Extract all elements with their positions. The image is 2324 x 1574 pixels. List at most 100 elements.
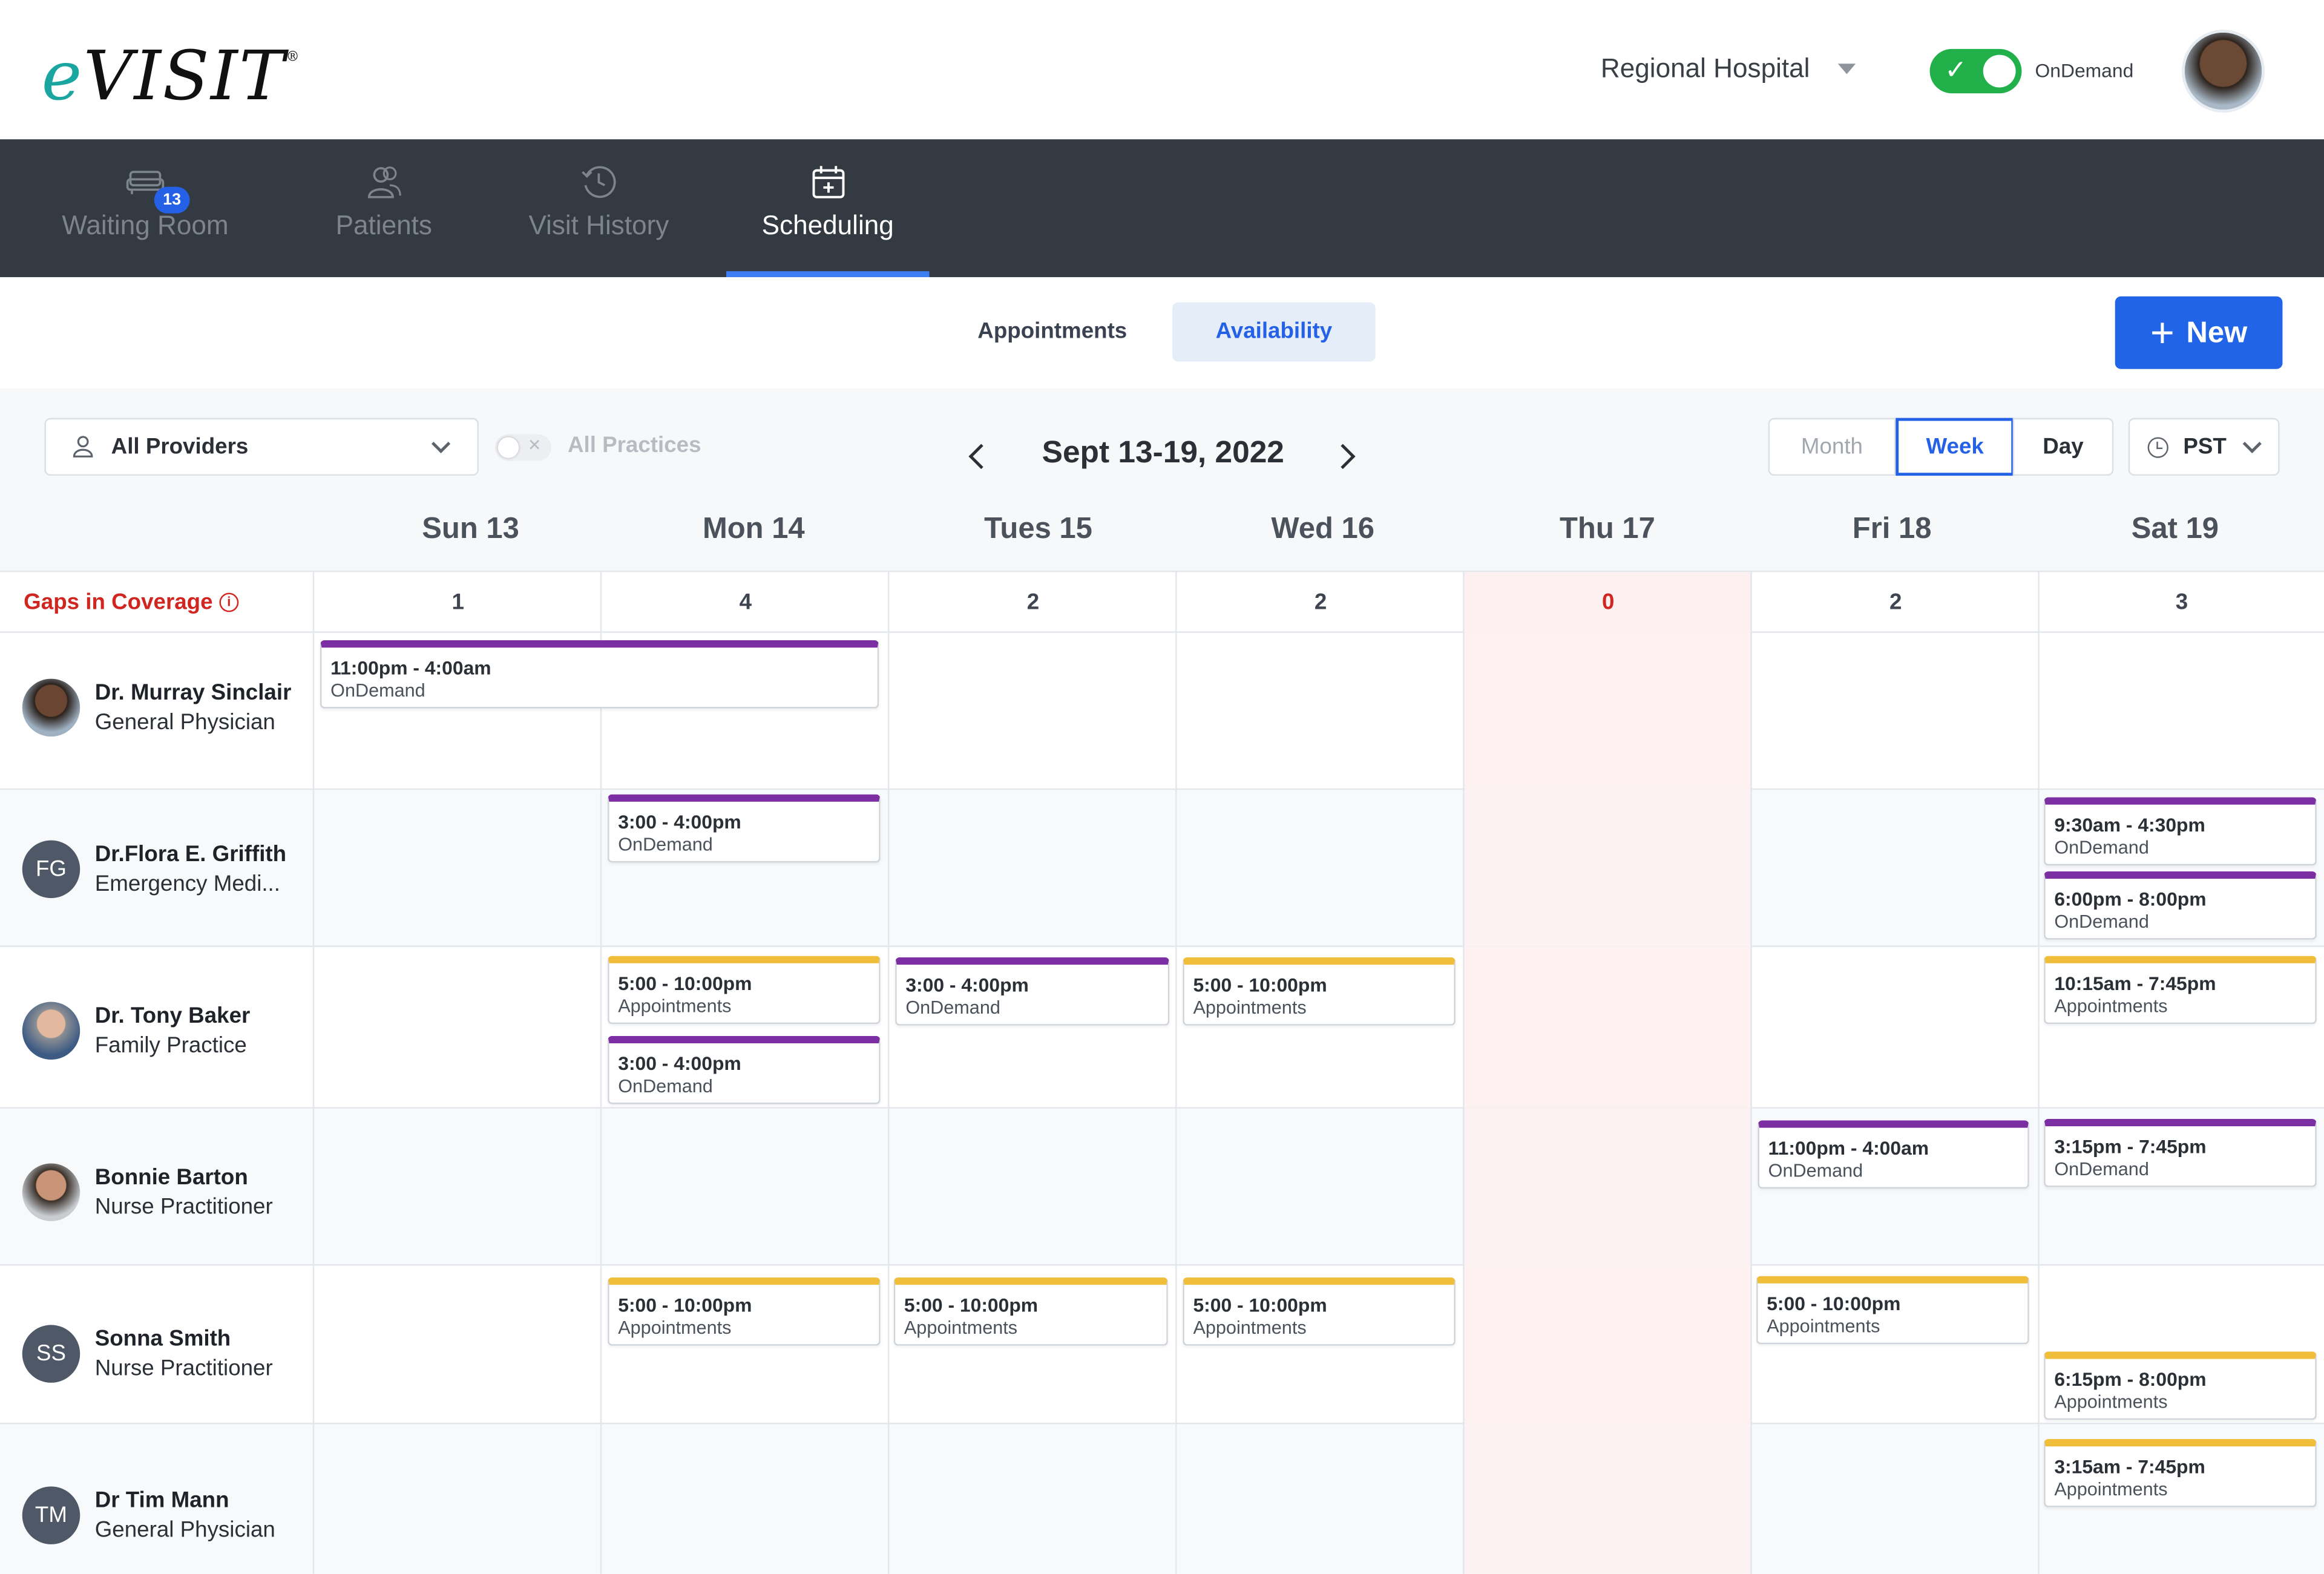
provider-name: Dr Tim Mann <box>94 1487 229 1513</box>
tab-appointments[interactable]: Appointments <box>977 318 1128 344</box>
provider-row: Dr. Murray Sinclair General Physician <box>0 633 2324 790</box>
day-header: Mon 14 <box>702 513 805 546</box>
gap-count: 4 <box>739 589 752 615</box>
block-kind: Appointments <box>618 995 732 1017</box>
sub-tab-bar: Appointments Availability + New <box>0 277 2324 389</box>
availability-block[interactable]: 5:00 - 10:00pm Appointments <box>893 1277 1168 1346</box>
availability-grid: Dr. Murray Sinclair General Physician FG… <box>0 570 2324 1574</box>
avatar: TM <box>22 1486 80 1544</box>
timezone-value: PST <box>2183 434 2227 460</box>
availability-block[interactable]: 5:00 - 10:00pm Appointments <box>608 956 881 1025</box>
nav-label: Scheduling <box>761 210 894 240</box>
avatar: SS <box>22 1325 80 1383</box>
provider-row: SS Sonna Smith Nurse Practitioner <box>0 1265 2324 1425</box>
availability-block[interactable]: 3:00 - 4:00pm OnDemand <box>895 957 1170 1026</box>
caret-down-icon[interactable] <box>1837 64 1856 74</box>
block-kind: Appointments <box>1193 997 1307 1018</box>
evisit-logo[interactable]: eVISIT® <box>41 35 301 116</box>
nav-label: Patients <box>335 210 432 240</box>
provider-name: Bonnie Barton <box>94 1164 248 1190</box>
availability-block[interactable]: 3:00 - 4:00pm OnDemand <box>608 1035 881 1104</box>
block-time: 3:00 - 4:00pm <box>618 1052 741 1075</box>
filter-bar: All Providers ✕ All Practices Sept 13-19… <box>0 388 2324 571</box>
nav-label: Visit History <box>528 210 669 240</box>
info-icon[interactable]: i <box>219 592 239 612</box>
prev-week-arrow-icon[interactable] <box>968 444 994 470</box>
availability-block[interactable]: 6:00pm - 8:00pm OnDemand <box>2044 871 2317 940</box>
avatar: FG <box>22 840 80 899</box>
user-avatar[interactable] <box>2181 29 2265 113</box>
block-kind: Appointments <box>1193 1317 1307 1339</box>
block-time: 5:00 - 10:00pm <box>618 1293 752 1316</box>
column-divider <box>600 570 602 1574</box>
block-time: 5:00 - 10:00pm <box>1767 1292 1901 1315</box>
day-header: Wed 16 <box>1271 513 1375 546</box>
availability-block[interactable]: 5:00 - 10:00pm Appointments <box>1756 1276 2029 1345</box>
view-day-button[interactable]: Day <box>2012 418 2114 476</box>
column-divider <box>312 570 315 1574</box>
nav-label: Waiting Room <box>62 210 229 240</box>
calendar-plus-icon <box>812 166 844 198</box>
block-kind: OnDemand <box>330 680 425 701</box>
block-kind: Appointments <box>1767 1316 1880 1337</box>
ondemand-toggle[interactable]: ✓ <box>1929 48 2022 94</box>
chevron-down-icon <box>431 434 451 454</box>
block-time: 6:00pm - 8:00pm <box>2054 887 2207 910</box>
availability-block[interactable]: 9:30am - 4:30pm OnDemand <box>2044 797 2317 866</box>
provider-role: General Physician <box>94 710 275 735</box>
availability-block[interactable]: 3:15am - 7:45pm Appointments <box>2044 1438 2317 1507</box>
all-practices-label: All Practices <box>567 433 701 458</box>
block-time: 3:15am - 7:45pm <box>2054 1455 2205 1478</box>
availability-block[interactable]: 6:15pm - 8:00pm Appointments <box>2044 1351 2317 1420</box>
plus-icon: + <box>2150 309 2175 356</box>
nav-waiting-room[interactable]: Waiting Room <box>44 139 246 277</box>
block-kind: Appointments <box>618 1317 732 1339</box>
block-kind: OnDemand <box>2054 911 2149 933</box>
date-range: Sept 13-19, 2022 <box>1042 436 1284 470</box>
provider-role: Emergency Medi... <box>94 871 280 897</box>
block-kind: OnDemand <box>905 997 1000 1018</box>
gap-count: 0 <box>1464 572 1752 633</box>
all-practices-toggle[interactable]: ✕ <box>494 434 552 461</box>
provider-role: General Physician <box>94 1517 275 1543</box>
availability-block[interactable]: 5:00 - 10:00pm Appointments <box>608 1277 881 1346</box>
block-kind: OnDemand <box>2054 837 2149 858</box>
block-time: 3:15pm - 7:45pm <box>2054 1135 2207 1158</box>
day-header: Fri 18 <box>1852 513 1932 546</box>
block-time: 3:00 - 4:00pm <box>905 973 1029 996</box>
availability-block[interactable]: 3:15pm - 7:45pm OnDemand <box>2044 1118 2317 1187</box>
tab-availability[interactable]: Availability <box>1172 302 1376 362</box>
block-time: 11:00pm - 4:00am <box>1768 1136 1929 1159</box>
view-month-button[interactable]: Month <box>1768 418 1896 476</box>
block-kind: OnDemand <box>618 1075 713 1097</box>
column-divider <box>2038 570 2040 1574</box>
nav-patients[interactable]: Patients <box>317 139 450 277</box>
organization-selector[interactable]: Regional Hospital <box>1600 53 1810 84</box>
block-time: 5:00 - 10:00pm <box>904 1293 1039 1316</box>
gap-count: 2 <box>1314 589 1327 615</box>
nav-scheduling[interactable]: Scheduling <box>726 139 930 277</box>
availability-block[interactable]: 5:00 - 10:00pm Appointments <box>1183 957 1456 1026</box>
block-kind: Appointments <box>2054 1479 2168 1500</box>
nav-visit-history[interactable]: Visit History <box>513 139 684 277</box>
block-time: 5:00 - 10:00pm <box>1193 973 1327 996</box>
day-header: Sat 19 <box>2131 513 2219 546</box>
ondemand-label: OnDemand <box>2035 59 2134 82</box>
timezone-dropdown[interactable]: PST <box>2128 418 2280 476</box>
block-time: 5:00 - 10:00pm <box>1193 1293 1327 1316</box>
block-kind: Appointments <box>2054 995 2168 1017</box>
availability-block[interactable]: 11:00pm - 4:00am OnDemand <box>320 640 879 709</box>
clock-icon <box>2147 437 2168 458</box>
availability-block[interactable]: 11:00pm - 4:00am OnDemand <box>1758 1120 2029 1189</box>
availability-block[interactable]: 5:00 - 10:00pm Appointments <box>1183 1277 1456 1346</box>
block-time: 3:00 - 4:00pm <box>618 810 741 833</box>
providers-dropdown[interactable]: All Providers <box>44 418 479 476</box>
new-button[interactable]: + New <box>2115 296 2283 369</box>
next-week-arrow-icon[interactable] <box>1330 444 1356 470</box>
block-time: 5:00 - 10:00pm <box>618 972 752 995</box>
view-week-button[interactable]: Week <box>1896 418 2015 476</box>
chevron-down-icon <box>2242 434 2262 454</box>
availability-block[interactable]: 10:15am - 7:45pm Appointments <box>2044 956 2317 1025</box>
availability-block[interactable]: 3:00 - 4:00pm OnDemand <box>608 794 881 863</box>
gap-count: 1 <box>451 589 464 615</box>
